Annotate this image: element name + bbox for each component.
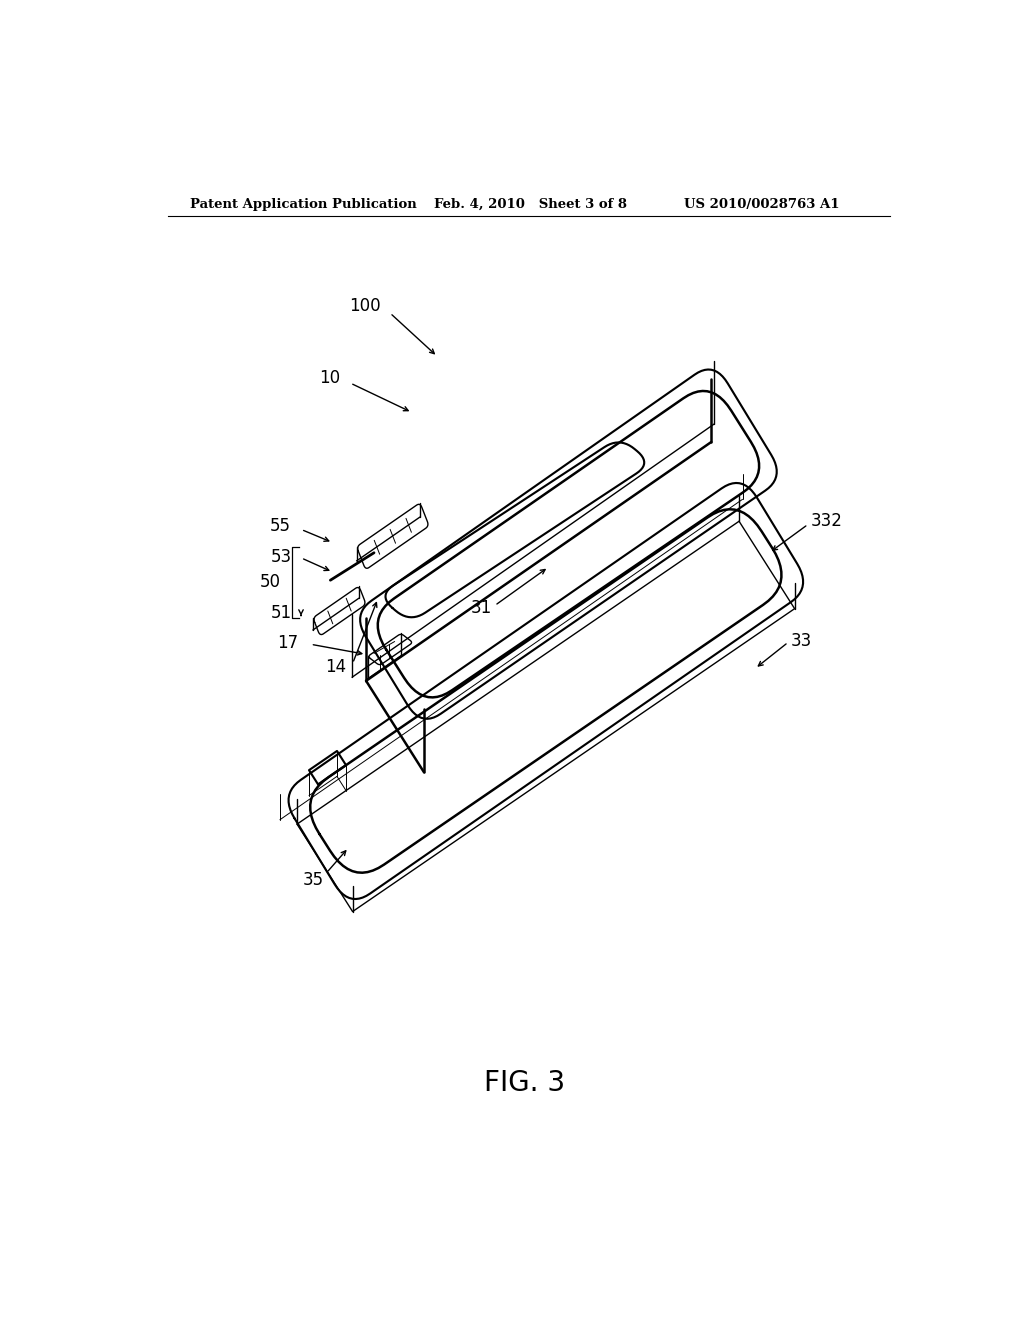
Text: 50: 50	[260, 573, 282, 591]
Text: 55: 55	[269, 517, 291, 536]
Text: Patent Application Publication: Patent Application Publication	[189, 198, 417, 211]
Text: 17: 17	[278, 634, 299, 652]
Text: 53: 53	[271, 548, 292, 566]
Text: 35: 35	[303, 871, 324, 890]
Text: 31: 31	[470, 599, 492, 616]
Text: 332: 332	[811, 512, 843, 531]
Text: 10: 10	[319, 370, 341, 387]
Text: 33: 33	[791, 632, 812, 651]
Text: 100: 100	[349, 297, 380, 314]
Text: 14: 14	[325, 657, 346, 676]
Text: 51: 51	[271, 603, 292, 622]
Text: US 2010/0028763 A1: US 2010/0028763 A1	[684, 198, 839, 211]
Text: Feb. 4, 2010   Sheet 3 of 8: Feb. 4, 2010 Sheet 3 of 8	[433, 198, 627, 211]
Text: FIG. 3: FIG. 3	[484, 1069, 565, 1097]
